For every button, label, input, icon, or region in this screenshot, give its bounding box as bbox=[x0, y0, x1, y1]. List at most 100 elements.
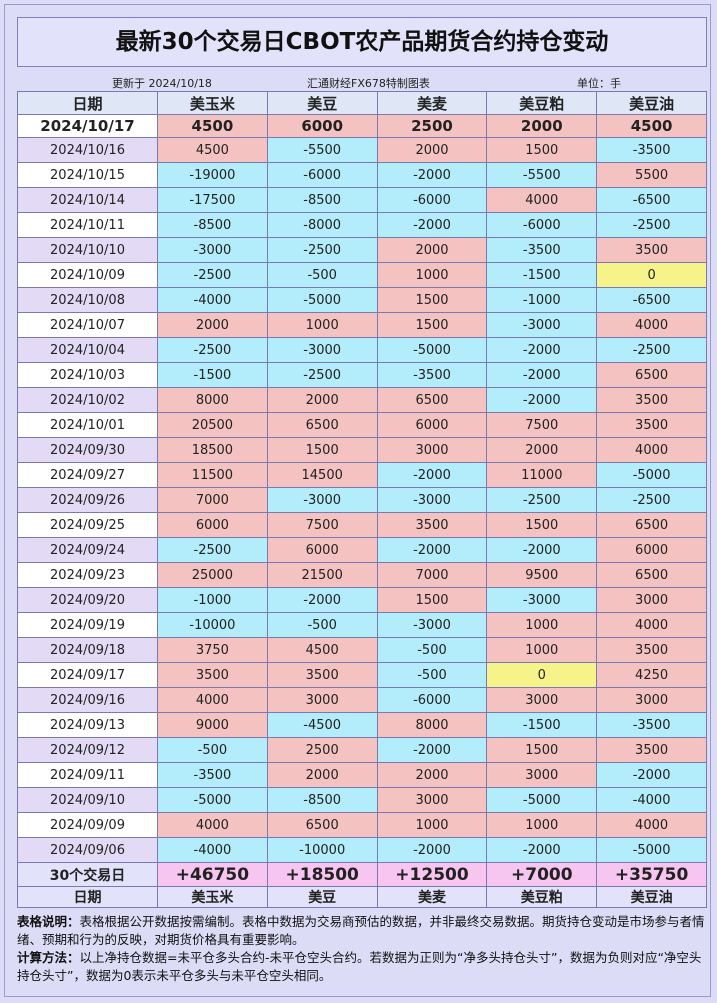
value-cell: 1000 bbox=[376, 262, 488, 288]
note-label: 计算方法： bbox=[17, 950, 80, 965]
value-cell: 11500 bbox=[157, 462, 268, 488]
value-cell: -3500 bbox=[596, 712, 707, 738]
data-row: 2024/10/14 -17500 -8500 -6000 4000 -6500 bbox=[17, 187, 707, 213]
date-cell: 2024/09/10 bbox=[17, 787, 158, 813]
value-cell: -2000 bbox=[486, 337, 598, 363]
position-table: 日期 美玉米 美豆 美麦 美豆粕 美豆油 2024/10/17 4500 6000 2500 200… bbox=[17, 91, 707, 908]
value-cell: 1500 bbox=[486, 737, 598, 763]
data-row: 2024/09/06 -4000 -10000 -2000 -2000 -5000 bbox=[17, 837, 707, 863]
value-cell: 3000 bbox=[596, 587, 707, 613]
data-row: 2024/09/24 -2500 6000 -2000 -2000 6000 bbox=[17, 537, 707, 563]
value-cell: 9000 bbox=[157, 712, 268, 738]
value-cell: -5000 bbox=[376, 337, 488, 363]
date-cell: 2024/09/27 bbox=[17, 462, 158, 488]
value-cell: -6500 bbox=[596, 187, 707, 213]
update-date: 更新于 2024/10/18 bbox=[112, 77, 212, 90]
value-cell: -17500 bbox=[157, 187, 268, 213]
value-cell: 1500 bbox=[376, 287, 488, 313]
date-cell: 2024/09/06 bbox=[17, 837, 158, 863]
value-cell: 7500 bbox=[486, 412, 598, 438]
value-cell: -3500 bbox=[596, 137, 707, 163]
value-cell: -3500 bbox=[486, 237, 598, 263]
date-header: 日期 bbox=[17, 886, 158, 908]
value-cell: 4000 bbox=[486, 187, 598, 213]
column-header: 美豆油 bbox=[596, 91, 707, 115]
value-cell: 1000 bbox=[486, 812, 598, 838]
value-cell: 6000 bbox=[266, 537, 378, 563]
date-cell: 2024/09/19 bbox=[17, 612, 158, 638]
total-cell: +12500 bbox=[376, 862, 488, 887]
value-cell: 2500 bbox=[266, 737, 378, 763]
value-cell: -3000 bbox=[266, 337, 378, 363]
header-row: 日期 美玉米 美豆 美麦 美豆粕 美豆油 bbox=[17, 886, 707, 908]
column-header: 美麦 bbox=[376, 886, 488, 908]
value-cell: 2000 bbox=[376, 237, 488, 263]
value-cell: -2000 bbox=[486, 362, 598, 388]
value-cell: 3500 bbox=[596, 237, 707, 263]
data-row: 2024/10/09 -2500 -500 1000 -1500 0 bbox=[17, 262, 707, 288]
date-cell: 2024/09/23 bbox=[17, 562, 158, 588]
data-row: 2024/09/25 6000 7500 3500 1500 6500 bbox=[17, 512, 707, 538]
value-cell: 3500 bbox=[157, 662, 268, 688]
column-header: 美玉米 bbox=[157, 886, 268, 908]
value-cell: -1000 bbox=[486, 287, 598, 313]
total-cell: +7000 bbox=[486, 862, 598, 887]
value-cell: 0 bbox=[596, 262, 707, 288]
note-label: 表格说明： bbox=[17, 914, 80, 929]
data-row: 2024/10/16 4500 -5500 2000 1500 -3500 bbox=[17, 137, 707, 163]
date-cell: 2024/10/10 bbox=[17, 237, 158, 263]
data-row: 2024/09/12 -500 2500 -2000 1500 3500 bbox=[17, 737, 707, 763]
data-row: 2024/09/13 9000 -4500 8000 -1500 -3500 bbox=[17, 712, 707, 738]
value-cell: -4500 bbox=[266, 712, 378, 738]
unit: 单位：手 bbox=[577, 77, 621, 90]
value-cell: -2000 bbox=[596, 762, 707, 788]
data-row: 2024/10/04 -2500 -3000 -5000 -2000 -2500 bbox=[17, 337, 707, 363]
value-cell: 3500 bbox=[376, 512, 488, 538]
value-cell: 3750 bbox=[157, 637, 268, 663]
value-cell: -2000 bbox=[486, 837, 598, 863]
value-cell: 6000 bbox=[596, 537, 707, 563]
date-cell: 2024/10/01 bbox=[17, 412, 158, 438]
value-cell: 1500 bbox=[376, 312, 488, 338]
value-cell: 6500 bbox=[596, 362, 707, 388]
value-cell: -4000 bbox=[157, 287, 268, 313]
value-cell: -2000 bbox=[486, 537, 598, 563]
date-cell: 2024/09/17 bbox=[17, 662, 158, 688]
value-cell: 3500 bbox=[596, 412, 707, 438]
date-cell: 2024/10/16 bbox=[17, 137, 158, 163]
value-cell: -2000 bbox=[376, 537, 488, 563]
total-cell: +18500 bbox=[266, 862, 378, 887]
value-cell: -3500 bbox=[157, 762, 268, 788]
date-cell: 2024/09/13 bbox=[17, 712, 158, 738]
date-cell: 2024/09/26 bbox=[17, 487, 158, 513]
value-cell: 3500 bbox=[596, 737, 707, 763]
value-cell: -2000 bbox=[376, 737, 488, 763]
value-cell: -10000 bbox=[266, 837, 378, 863]
date-cell: 2024/09/24 bbox=[17, 537, 158, 563]
column-header: 美豆粕 bbox=[486, 886, 598, 908]
value-cell: 4000 bbox=[596, 437, 707, 463]
value-cell: -8500 bbox=[157, 212, 268, 238]
data-row: 2024/09/11 -3500 2000 2000 3000 -2000 bbox=[17, 762, 707, 788]
date-cell: 2024/10/03 bbox=[17, 362, 158, 388]
date-cell: 2024/09/20 bbox=[17, 587, 158, 613]
subheader: 更新于 2024/10/18 汇通财经FX678特制图表 单位：手 bbox=[17, 73, 707, 91]
value-cell: 4500 bbox=[157, 114, 268, 138]
value-cell: -5000 bbox=[266, 287, 378, 313]
value-cell: -2500 bbox=[157, 262, 268, 288]
value-cell: 6000 bbox=[157, 512, 268, 538]
value-cell: -6000 bbox=[266, 162, 378, 188]
total-row: 30个交易日 +46750 +18500 +12500 +7000 +35750 bbox=[17, 862, 707, 887]
value-cell: 3000 bbox=[376, 437, 488, 463]
value-cell: 3000 bbox=[486, 762, 598, 788]
data-row: 2024/10/07 2000 1000 1500 -3000 4000 bbox=[17, 312, 707, 338]
value-cell: -4000 bbox=[157, 837, 268, 863]
total-cell: +46750 bbox=[157, 862, 268, 887]
data-row: 2024/09/09 4000 6500 1000 1000 4000 bbox=[17, 812, 707, 838]
value-cell: -1500 bbox=[157, 362, 268, 388]
column-header: 美玉米 bbox=[157, 91, 268, 115]
value-cell: -2000 bbox=[376, 212, 488, 238]
date-cell: 2024/10/08 bbox=[17, 287, 158, 313]
value-cell: -5000 bbox=[486, 787, 598, 813]
value-cell: 3500 bbox=[596, 387, 707, 413]
